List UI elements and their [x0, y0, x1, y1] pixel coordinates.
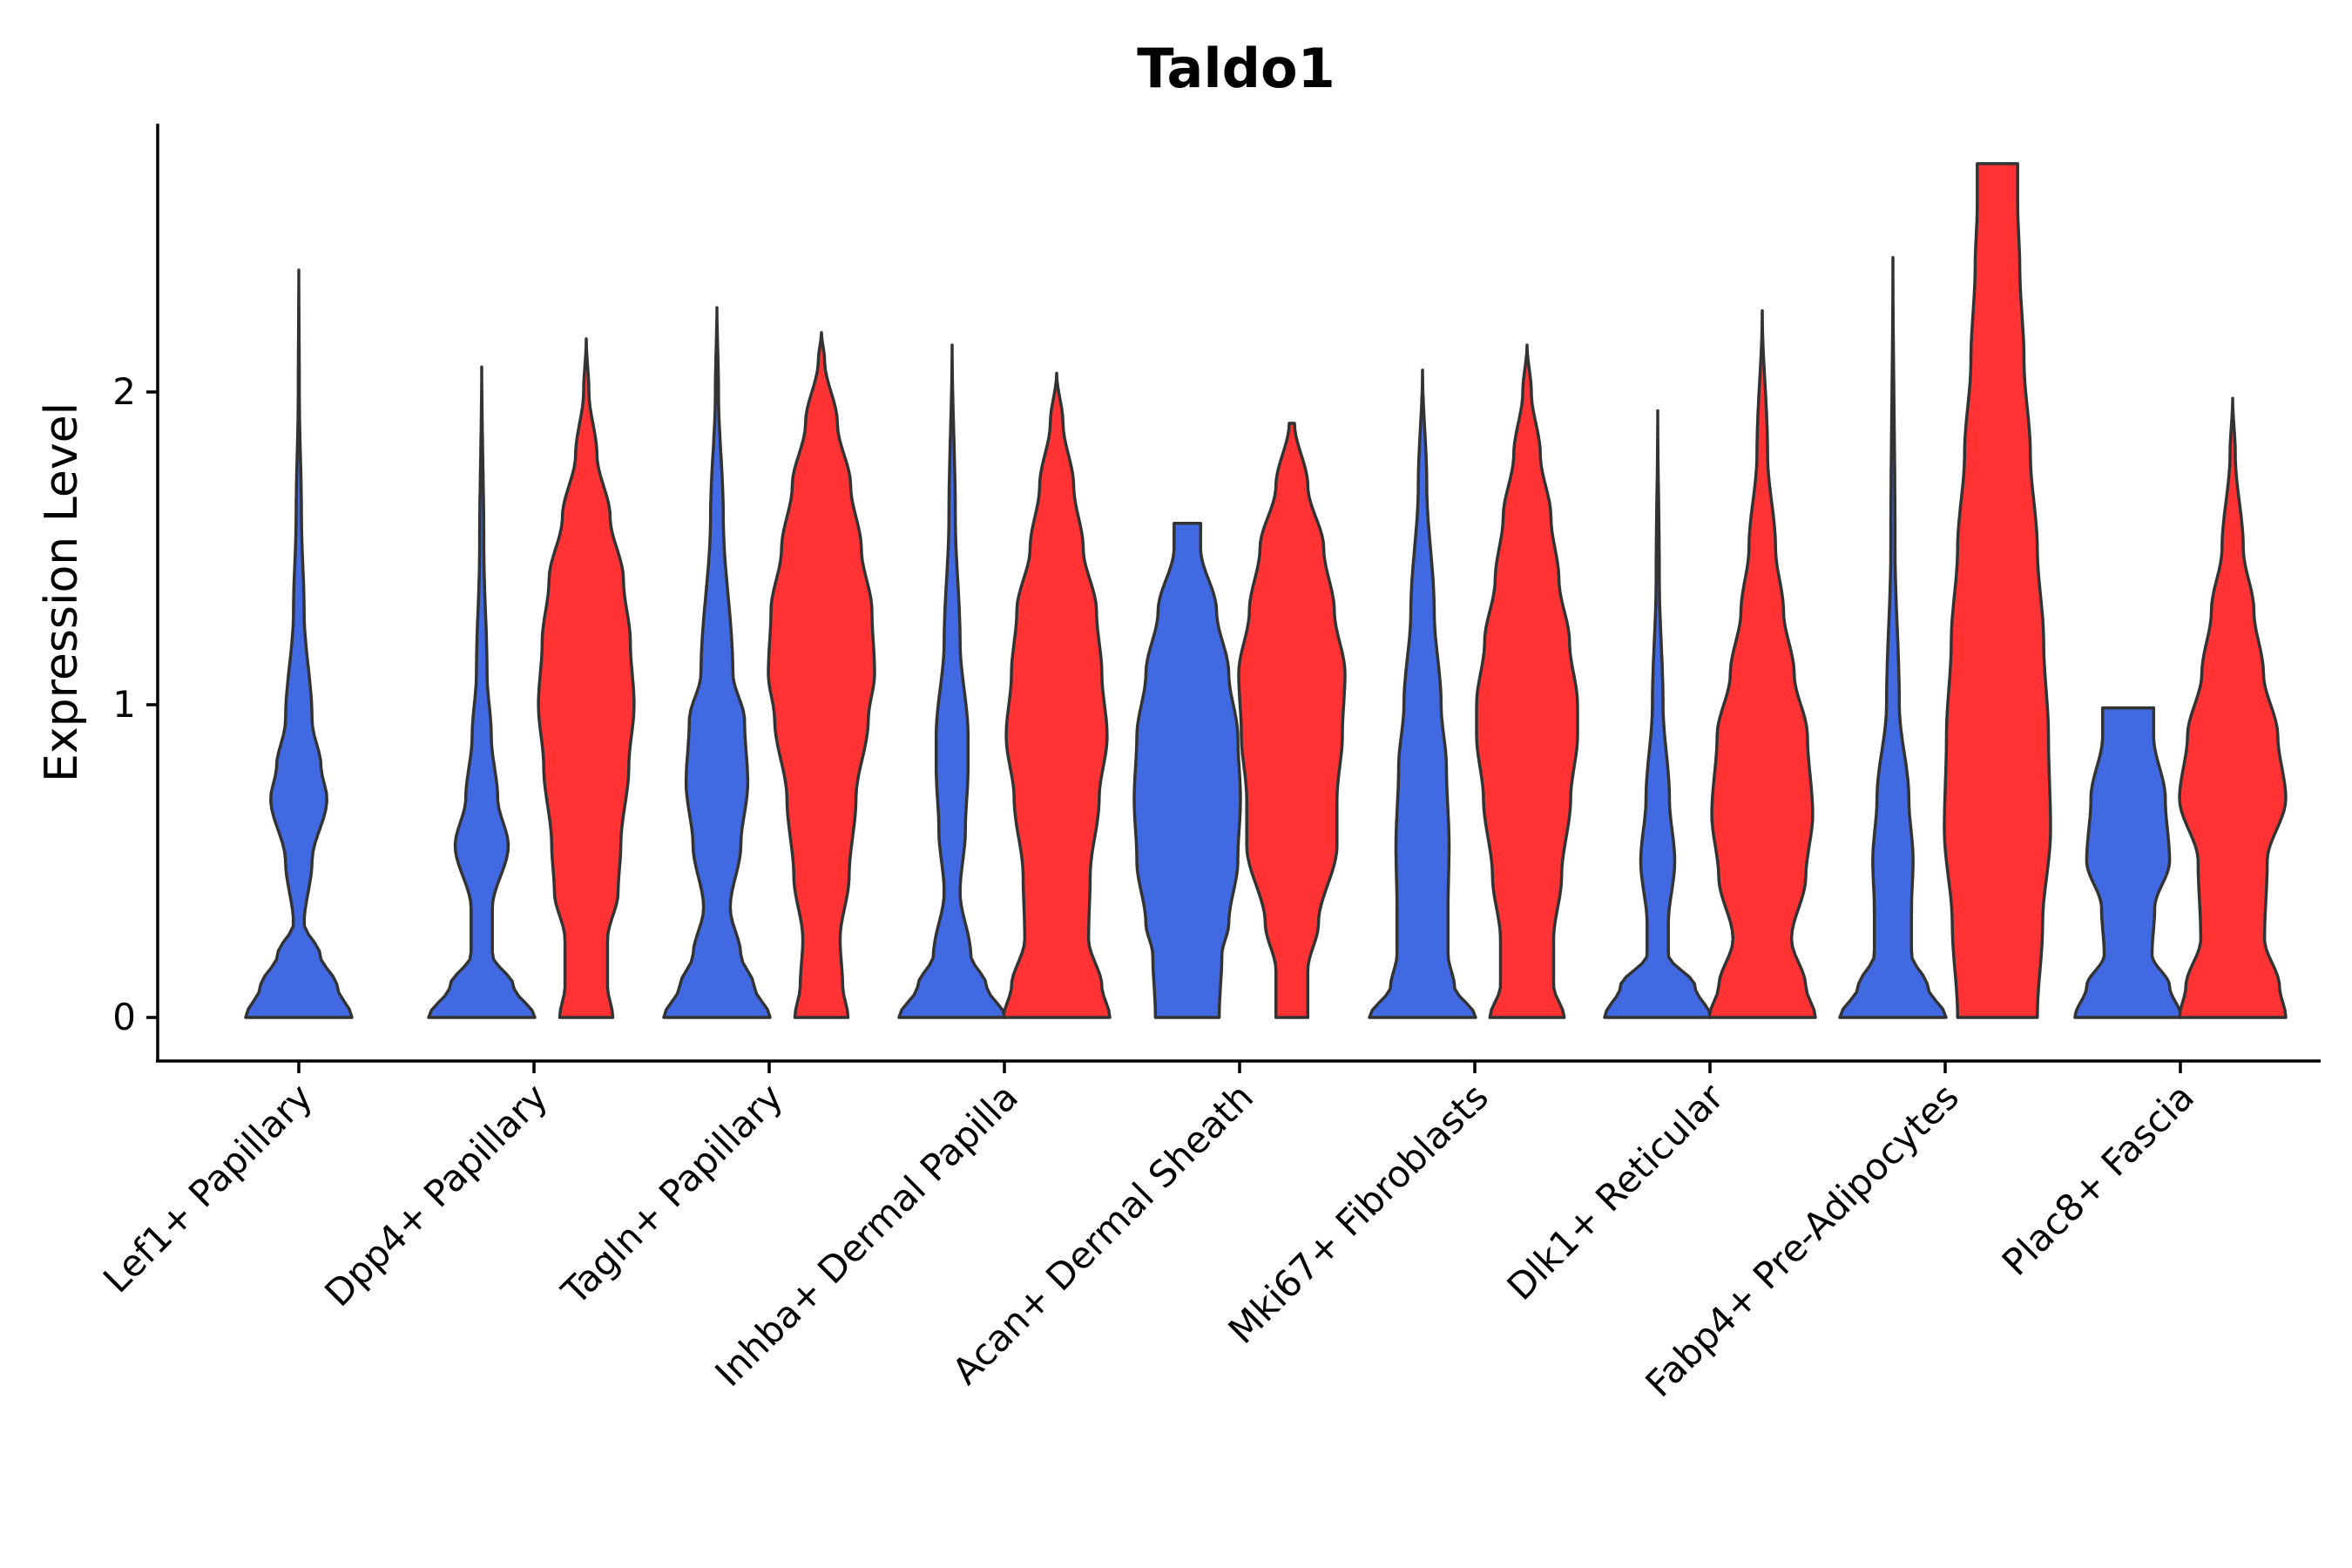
y-tick-label: 0: [112, 996, 136, 1038]
x-tick-label-dlk1-reticular: Dlk1+ Reticular: [1499, 1075, 1733, 1308]
violin-tagln-papillary-group2: [767, 331, 876, 1019]
violin-plac8-fascia-group1: [2073, 706, 2183, 1019]
violin-dpp4-papillary-group2: [537, 337, 636, 1019]
violin-lef1-papillary-group1: [244, 268, 354, 1019]
violin-mki67-fibroblasts-group2: [1475, 343, 1579, 1019]
violin-dlk1-reticular-group1: [1603, 409, 1713, 1019]
y-tick-label: 2: [112, 370, 136, 413]
violin-inhba-dermal-papilla-group2: [1002, 371, 1112, 1019]
violin-dpp4-papillary-group1: [427, 365, 537, 1019]
violin-tagln-papillary-group1: [662, 306, 772, 1019]
violin-plac8-fascia-group2: [2178, 396, 2288, 1019]
chart-title: Taldo1: [1137, 37, 1335, 100]
y-ticks: 0 1 2: [112, 370, 158, 1038]
x-tick-label-plac8-fascia: Plac8+ Fascia: [1994, 1075, 2202, 1283]
violin-inhba-dermal-papilla-group1: [897, 343, 1007, 1019]
violin-fabp4-pre-adipocytes-group2: [1943, 162, 2052, 1019]
x-tick-label-mki67-fibroblasts: Mki67+ Fibroblasts: [1220, 1075, 1497, 1351]
x-tick-label-tagln-papillary: Tagln+ Papillary: [553, 1075, 791, 1313]
x-tick-label-lef1-papillary: Lef1+ Papillary: [95, 1075, 321, 1301]
y-tick-label: 1: [112, 683, 136, 726]
violin-acan-dermal-sheath-group2: [1237, 422, 1347, 1019]
violins-layer: [244, 162, 2288, 1019]
violin-dlk1-reticular-group2: [1707, 308, 1817, 1019]
violin-mki67-fibroblasts-group1: [1368, 368, 1477, 1019]
violin-fabp4-pre-adipocytes-group1: [1838, 255, 1948, 1019]
x-tick-label-dpp4-papillary: Dpp4+ Papillary: [316, 1075, 556, 1315]
violin-acan-dermal-sheath-group1: [1132, 522, 1242, 1019]
y-axis-label: Expression Level: [36, 402, 88, 782]
